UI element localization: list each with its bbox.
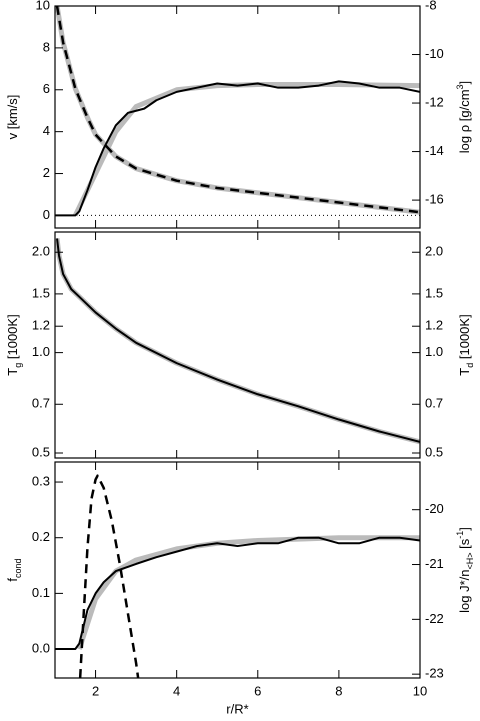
y2-tick-label: -12 xyxy=(425,94,444,109)
y-tick-label: 0.7 xyxy=(32,396,50,411)
series-line xyxy=(55,238,420,445)
series-line xyxy=(55,6,420,215)
x-tick-label: 8 xyxy=(335,683,342,698)
y2-tick-label: 1.2 xyxy=(425,318,443,333)
label-part: v [km/s] xyxy=(5,95,20,140)
series-line xyxy=(56,238,420,443)
y2-tick-label: -23 xyxy=(425,666,444,681)
x-tick-label: 2 xyxy=(92,683,99,698)
label-part: -1 xyxy=(455,531,465,539)
y2-tick-label: -22 xyxy=(425,611,444,626)
axis-label: fcond xyxy=(5,558,23,581)
axis-label: Td [1000K] xyxy=(457,314,475,375)
y-tick-label: 6 xyxy=(43,81,50,96)
series-line xyxy=(55,6,420,214)
label-part: f xyxy=(5,578,20,582)
label-part: ] xyxy=(457,81,472,85)
y-tick-label: 0 xyxy=(43,207,50,222)
y2-tick-label: 1.0 xyxy=(425,344,443,359)
y-tick-label: 4 xyxy=(43,123,50,138)
axis-label: log ρ [g/cm3] xyxy=(455,81,472,153)
x-axis-label: r/R* xyxy=(226,701,248,716)
label-part: d xyxy=(465,363,475,368)
plot-frame xyxy=(54,5,421,229)
y-tick-label: 10 xyxy=(36,0,50,12)
y2-tick-label: 2.0 xyxy=(425,244,443,259)
label-part: T xyxy=(5,368,20,376)
y-tick-label: 1.5 xyxy=(32,285,50,300)
plot-frame xyxy=(54,231,421,459)
y-tick-label: 0.1 xyxy=(32,585,50,600)
label-part: <H> xyxy=(465,552,475,569)
series-line xyxy=(55,80,420,217)
y2-tick-label: -8 xyxy=(425,0,437,12)
label-part: [1000K] xyxy=(5,314,20,362)
y-tick-label: 1.0 xyxy=(32,344,50,359)
x-tick-label: 4 xyxy=(173,683,180,698)
axis-label: Tg [1000K] xyxy=(5,314,23,375)
y-tick-label: 8 xyxy=(43,39,50,54)
label-part: ] xyxy=(457,527,472,531)
label-part: [1000K] xyxy=(457,314,472,362)
y-tick-label: 2.0 xyxy=(32,244,50,259)
label-part: [s xyxy=(457,538,472,552)
y-tick-label: 2 xyxy=(43,165,50,180)
y2-tick-label: 0.7 xyxy=(425,396,443,411)
label-part: cond xyxy=(13,558,23,578)
label-part: 3 xyxy=(455,84,465,89)
y-tick-label: 0.5 xyxy=(32,444,50,459)
x-tick-label: 10 xyxy=(413,683,427,698)
y-tick-label: 1.2 xyxy=(32,318,50,333)
label-part: log ρ [g/cm xyxy=(457,89,472,153)
y-tick-label: 0.0 xyxy=(32,640,50,655)
y2-tick-label: 0.5 xyxy=(425,444,443,459)
series-line xyxy=(78,474,140,678)
plot-frame xyxy=(54,461,421,679)
y-tick-label: 0.3 xyxy=(32,473,50,488)
axis-label: v [km/s] xyxy=(5,95,20,140)
series-line xyxy=(55,536,420,651)
label-part: T xyxy=(457,368,472,376)
y2-tick-label: -21 xyxy=(425,556,444,571)
axis-label: log J*/n<H> [s-1] xyxy=(455,527,475,613)
y2-tick-label: -20 xyxy=(425,501,444,516)
label-part: log J*/n xyxy=(457,570,472,613)
y2-tick-label: -14 xyxy=(425,143,444,158)
y-tick-label: 0.2 xyxy=(32,529,50,544)
y2-tick-label: -10 xyxy=(425,46,444,61)
x-tick-label: 6 xyxy=(254,683,261,698)
label-part: g xyxy=(13,363,23,368)
series-line xyxy=(73,82,420,217)
y2-tick-label: 1.5 xyxy=(425,285,443,300)
y2-tick-label: -16 xyxy=(425,192,444,207)
